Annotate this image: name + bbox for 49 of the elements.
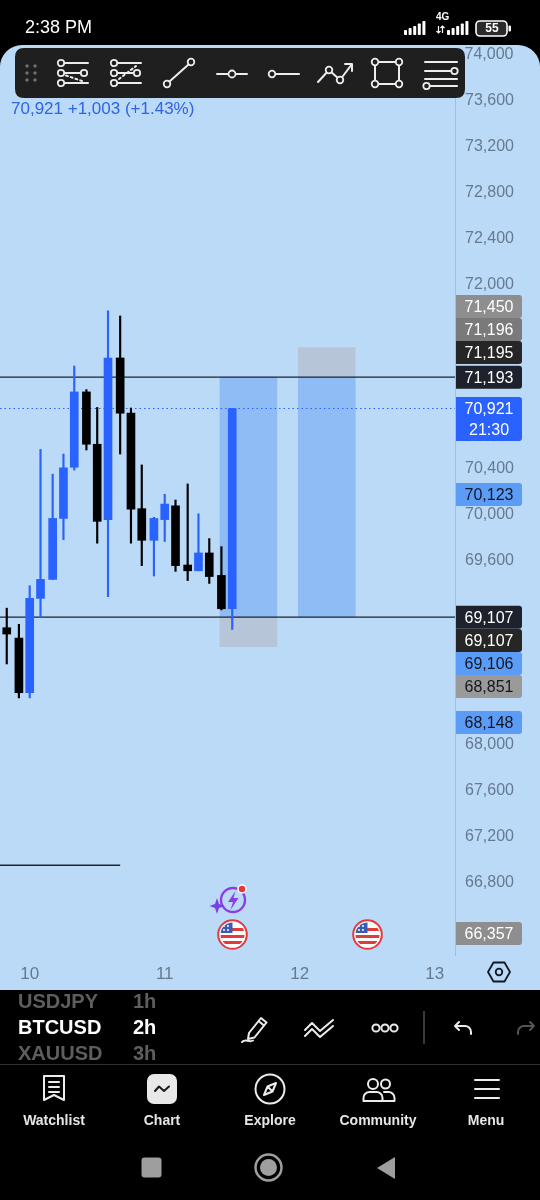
chart-subtitle: 70,921 +1,003 (+1.43%) [11,99,195,118]
y-tick-label: 70,000 [465,504,515,522]
text: 66,357 [456,921,522,945]
text: 68,148 [456,710,522,734]
text: 74,000 [463,45,515,62]
x-tick-label: 12 [290,963,310,983]
y-tick-label: 70,400 [465,458,515,476]
y-tick-label: 72,800 [465,182,515,200]
ref-line-label: 70,921 21:30 [464,399,514,438]
text: Watchlist [22,1112,86,1128]
text: 69,107 [456,628,522,652]
y-tick-label: 73,200 [465,136,515,154]
text: 2h [133,1016,157,1038]
text: 69,106 [456,651,522,675]
y-tick-label: 73,600 [465,90,515,108]
x-tick-label: 11 [155,963,174,983]
text: XAUUSD [18,1042,103,1064]
y-tick-label: 67,200 [465,826,515,844]
candlestick [194,513,203,572]
text: 71,195 [456,340,522,364]
ref-line-label: 69,107 [464,608,514,626]
bar [297,376,356,618]
y-tick-label: 72,000 [465,274,515,292]
y-tick-label: 67,600 [465,780,515,798]
text: 2:38 PM [25,17,93,37]
y-tick-label: 69,600 [465,550,515,568]
text: 68,851 [456,674,522,698]
y-tick-label: 68,000 [465,734,515,752]
y-tick-label: 72,400 [465,228,515,246]
text: BTCUSD [18,1016,102,1038]
x-tick-label: 10 [20,963,40,983]
y-tick-label: 66,800 [465,872,515,890]
text: 4G [436,11,450,22]
text: USDJPY [18,990,99,1012]
text: Menu [466,1112,506,1128]
text: 1h [133,990,157,1012]
bar [297,347,356,378]
text: Explore [243,1112,297,1128]
text: 71,450 [456,294,522,318]
text: 70,123 [456,482,522,506]
text: 71,196 [456,317,522,341]
text: 55 [477,21,507,35]
x-tick-label: 13 [425,963,445,983]
candlestick [36,449,45,618]
text: Chart [142,1112,182,1128]
text: 3h [133,1042,157,1064]
ref-line-label: 71,193 [464,368,514,386]
bar [219,616,278,647]
text: Community [338,1112,418,1128]
